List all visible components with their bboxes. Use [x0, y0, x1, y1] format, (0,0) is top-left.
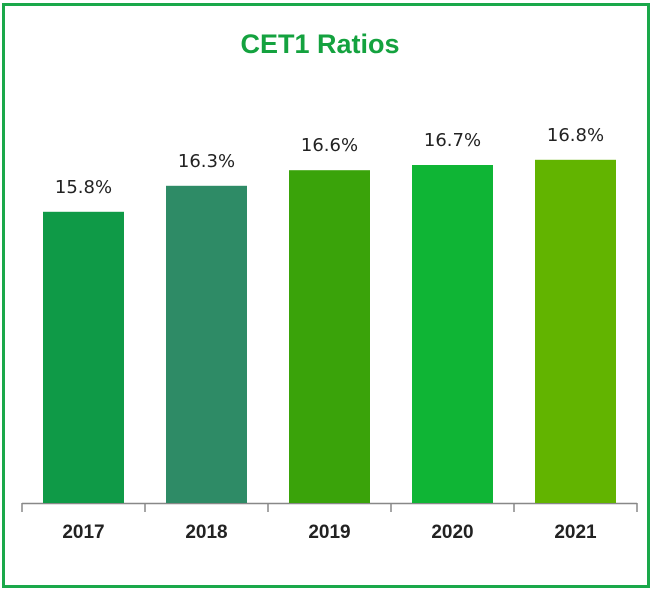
data-label: 15.8% [55, 177, 112, 198]
bar [412, 165, 493, 503]
data-label: 16.6% [301, 135, 358, 156]
x-tick-label: 2018 [185, 522, 227, 543]
x-tick-label: 2019 [308, 522, 350, 543]
x-tick-label: 2021 [554, 522, 597, 543]
x-tick-label: 2017 [62, 522, 104, 543]
data-label: 16.7% [424, 130, 481, 151]
bar [43, 211, 124, 504]
bar [289, 170, 370, 503]
bar [166, 185, 247, 504]
x-tick-label: 2020 [431, 522, 473, 543]
data-label: 16.8% [547, 125, 604, 146]
data-label: 16.3% [178, 151, 235, 172]
frame [2, 3, 650, 588]
bar [535, 159, 616, 504]
chart-title: CET1 Ratios [240, 29, 399, 59]
